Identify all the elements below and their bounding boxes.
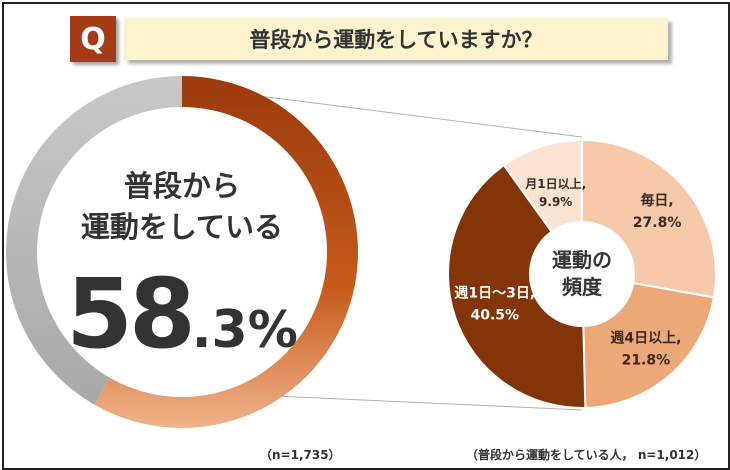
frequency-segment-4-days-or-more (582, 281, 716, 409)
label-1-3-days-name: 週1日～3日, (454, 285, 535, 301)
frequency-donut (447, 138, 717, 409)
connector-line-bottom (273, 395, 583, 411)
frequency-segment-1-3-days (447, 163, 587, 409)
frequency-center-line2: 頻度 (562, 275, 603, 299)
label-monthly-value: 9.9% (539, 195, 572, 209)
question-badge: Q (70, 16, 116, 62)
frequency-center-line1: 運動の (552, 248, 612, 272)
donut-segment-no-exercise (5, 76, 183, 405)
frequency-sample-note: （普段から運動をしている人， n=1,012） (466, 447, 706, 462)
main-donut (5, 76, 358, 428)
main-value-integer: 58 (66, 258, 192, 370)
label-daily-value: 27.8% (633, 215, 682, 231)
label-4-days-name: 週4日以上, (610, 330, 681, 346)
label-1-3-days-value: 40.5% (470, 307, 519, 323)
frequency-segment-daily (581, 138, 717, 299)
main-headline-line2: 運動をしている (81, 210, 283, 244)
frequency-segment-monthly (502, 138, 583, 234)
connector-line-top (258, 95, 583, 138)
main-sample-note: （n=1,735） (260, 447, 341, 462)
main-value-unit: % (248, 301, 298, 359)
chart-canvas: 普段から 運動をしている 58.3% （n=1,735） 運動の 頻度 毎日, … (5, 76, 717, 462)
label-4-days-value: 21.8% (622, 352, 671, 368)
question-title: 普段から運動をしていますか？ (249, 28, 543, 52)
main-headline-line1: 普段から (124, 169, 240, 203)
question-title-bar: 普段から運動をしていますか？ (124, 18, 668, 60)
donut-segment-exercise (94, 76, 358, 428)
main-value-decimal: .3 (192, 300, 248, 360)
label-monthly-name: 月1日以上, (524, 176, 586, 191)
main-percentage: 58.3% (66, 258, 298, 370)
label-daily-name: 毎日, (640, 192, 673, 209)
